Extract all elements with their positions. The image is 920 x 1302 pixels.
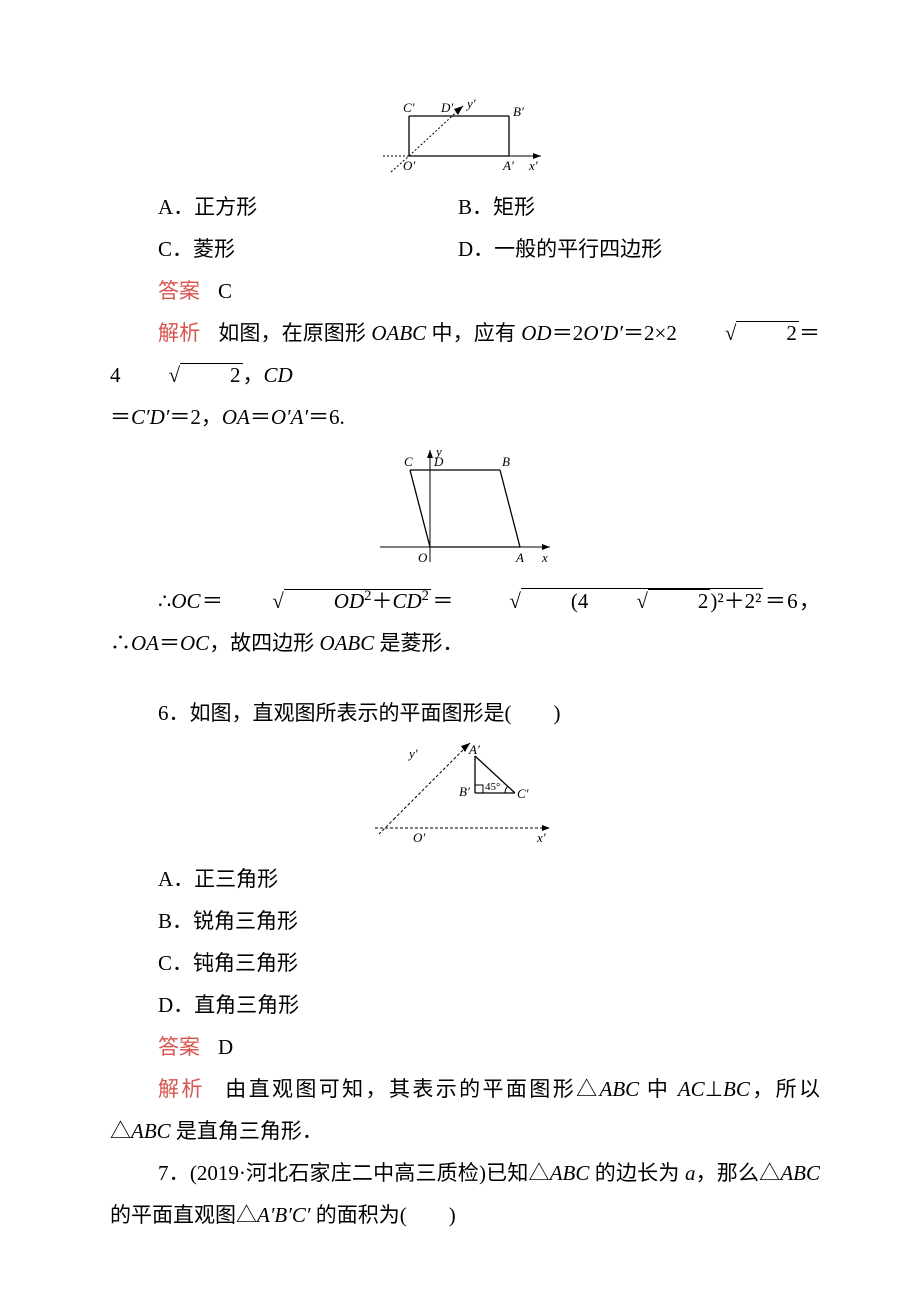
q6-answer-value: D [218, 1035, 233, 1059]
q5-options-row-2: C．菱形 D．一般的平行四边形 [158, 228, 820, 270]
svg-text:B: B [502, 454, 510, 469]
q5-analysis: 解析如图，在原图形 OABC 中，应有 OD＝2O′D′＝2×2√2＝4√2，C… [110, 312, 820, 396]
q6-analysis: 解析由直观图可知，其表示的平面图形△ABC 中 AC⊥BC，所以△ABC 是直角… [110, 1068, 820, 1152]
figure-q5-oblique-rect: C′ D′ y′ B′ O′ A′ x′ [110, 94, 820, 176]
q5-option-C: C．菱形 [158, 228, 458, 270]
svg-text:y: y [434, 444, 442, 459]
answer-label: 答案 [158, 279, 200, 303]
svg-text:B′: B′ [513, 104, 524, 119]
q5-conclusion: ∴OC＝√OD2＋CD2＝ √(4√2)²＋2²＝6，∴OA＝OC，故四边形 O… [110, 580, 820, 664]
svg-text:O′: O′ [413, 830, 425, 845]
q6-option-B: B．锐角三角形 [158, 900, 820, 942]
q5-option-B: B．矩形 [458, 186, 535, 228]
q5-option-A: A．正方形 [158, 186, 458, 228]
q6-stem: 6．如图，直观图所表示的平面图形是( ) [110, 692, 820, 734]
q7-source: (2019·河北石家庄二中高三质检) [190, 1161, 486, 1185]
svg-text:A′: A′ [502, 158, 514, 173]
figure-q5-rhombus: C D B O A x y [110, 442, 820, 570]
q7-stem: 7．(2019·河北石家庄二中高三质检)已知△ABC 的边长为 a，那么△ABC… [110, 1152, 820, 1236]
svg-text:C′: C′ [517, 786, 529, 801]
svg-text:45°: 45° [485, 781, 500, 793]
svg-text:A′: A′ [468, 742, 480, 757]
svg-text:O′: O′ [403, 158, 415, 173]
svg-text:A: A [515, 550, 524, 565]
q5-option-D: D．一般的平行四边形 [458, 228, 662, 270]
svg-text:C: C [404, 454, 413, 469]
q6-answer-line: 答案 D [110, 1026, 820, 1068]
svg-text:x′: x′ [528, 158, 538, 173]
svg-text:y′: y′ [465, 96, 476, 111]
svg-text:O: O [418, 550, 428, 565]
q6-option-A: A．正三角形 [158, 858, 820, 900]
svg-text:x: x [541, 550, 548, 565]
svg-text:y′: y′ [407, 746, 418, 761]
svg-text:B′: B′ [459, 784, 470, 799]
q5-answer-line: 答案 C [110, 270, 820, 312]
svg-text:D′: D′ [440, 100, 453, 115]
figure-q6-oblique-triangle: A′ B′ C′ 45° O′ x′ y′ [110, 738, 820, 848]
svg-text:C′: C′ [403, 100, 415, 115]
q6-option-D: D．直角三角形 [158, 984, 820, 1026]
q5-answer-value: C [218, 279, 232, 303]
analysis-label: 解析 [158, 321, 200, 345]
analysis-label: 解析 [158, 1077, 205, 1101]
q7-number: 7． [158, 1161, 190, 1185]
q5-analysis-line2: ＝C′D′＝2，OA＝O′A′＝6. [110, 396, 820, 438]
svg-text:x′: x′ [536, 830, 546, 845]
q6-number: 6． [158, 701, 190, 725]
answer-label: 答案 [158, 1035, 200, 1059]
q5-options-row-1: A．正方形 B．矩形 [158, 186, 820, 228]
q6-option-C: C．钝角三角形 [158, 942, 820, 984]
